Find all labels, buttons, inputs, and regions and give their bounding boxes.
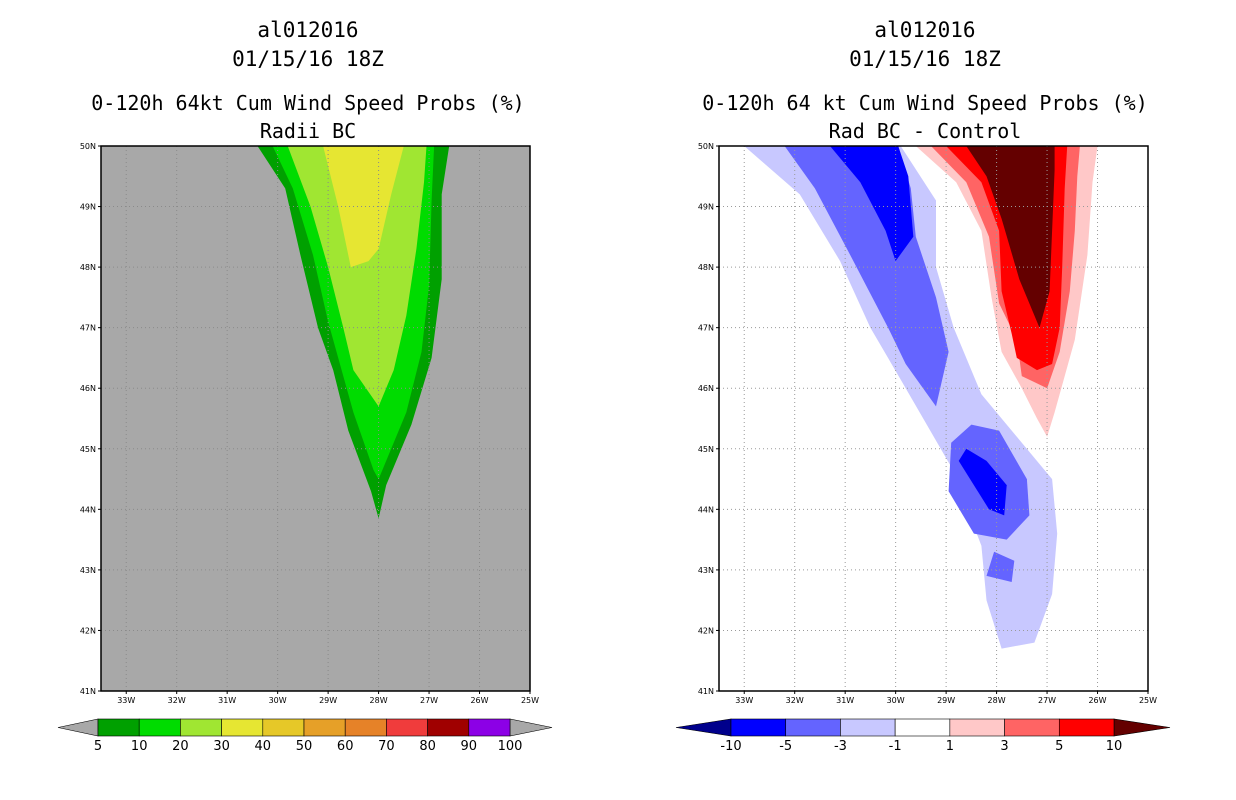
y-tick-label: 46N: [80, 384, 96, 393]
colorbar-swatch: [386, 718, 428, 737]
y-tick-label: 44N: [698, 505, 714, 514]
contour-level-neg5: [830, 146, 914, 262]
colorbar-swatch: [221, 718, 264, 737]
x-tick-label: 33W: [117, 696, 135, 705]
left-title-date: 01/15/16 18Z: [232, 47, 384, 71]
colorbar-label: -5: [779, 739, 792, 754]
x-tick-label: 33W: [735, 696, 753, 705]
colorbar-label: 5: [1055, 739, 1063, 754]
x-tick-label: 26W: [470, 696, 488, 705]
x-tick-label: 25W: [1139, 696, 1157, 705]
colorbar-label: 100: [498, 739, 523, 754]
colorbar-label: -10: [720, 739, 741, 754]
colorbar-swatch: [894, 718, 951, 737]
left-title-sub: Radii BC: [260, 119, 356, 143]
colorbar-label: 70: [378, 739, 395, 754]
x-tick-label: 29W: [937, 696, 955, 705]
x-tick-label: 30W: [887, 696, 905, 705]
contour-level-30: [323, 146, 404, 268]
colorbar-label: 60: [337, 739, 354, 754]
right-plot: 41N 42N 43N 44N 45N 46N 47N 48N 49N 50N 33W 32W 31W 3…: [698, 142, 1157, 705]
y-tick-label: 42N: [698, 626, 714, 635]
colorbar-label: 40: [255, 739, 272, 754]
colorbar-swatch: [344, 718, 387, 737]
contour-level-20: [287, 146, 427, 407]
y-tick-label: 41N: [80, 687, 96, 696]
colorbar-swatch: [1058, 718, 1115, 737]
colorbar-swatch: [730, 718, 787, 737]
left-plot: 41N 42N 43N 44N 45N 46N 47N 48N 49N 50N 33W 32W 31W 3…: [80, 142, 539, 705]
y-tick-label: 45N: [698, 445, 714, 454]
colorbar-label: 30: [213, 739, 230, 754]
left-title-storm: al012016: [257, 18, 358, 42]
x-tick-label: 26W: [1088, 696, 1106, 705]
colorbar-swatch: [262, 718, 305, 737]
x-tick-label: 31W: [218, 696, 236, 705]
y-tick-label: 48N: [698, 263, 714, 272]
y-tick-label: 50N: [698, 142, 714, 151]
colorbar-swatch: [785, 718, 841, 737]
x-tick-label: 32W: [168, 696, 186, 705]
x-tick-label: 29W: [319, 696, 337, 705]
x-tick-label: 30W: [269, 696, 287, 705]
colorbar-swatch: [180, 718, 222, 737]
y-tick-label: 50N: [80, 142, 96, 151]
y-tick-label: 48N: [80, 263, 96, 272]
colorbar-swatch: [138, 718, 181, 737]
colorbar-right-triangle: [1113, 718, 1171, 737]
colorbar-swatch: [303, 718, 346, 737]
left-colorbar: 5 10 20 30 40 50 60 70 80 90 100: [57, 718, 553, 754]
colorbar-label: 3: [1000, 739, 1008, 754]
y-tick-label: 45N: [80, 445, 96, 454]
right-title-date: 01/15/16 18Z: [849, 47, 1001, 71]
colorbar-label: 5: [94, 739, 102, 754]
colorbar-left-triangle: [57, 718, 99, 737]
y-tick-label: 47N: [80, 324, 96, 333]
colorbar-swatch: [1004, 718, 1060, 737]
y-tick-label: 41N: [698, 687, 714, 696]
colorbar-label: -3: [834, 739, 847, 754]
right-title-main: 0-120h 64 kt Cum Wind Speed Probs (%): [702, 91, 1148, 115]
y-tick-label: 47N: [698, 324, 714, 333]
x-tick-label: 32W: [786, 696, 804, 705]
x-tick-label: 28W: [988, 696, 1006, 705]
contour-level-10: [966, 146, 1055, 328]
colorbar-swatch: [97, 718, 140, 737]
colorbar-right-triangle: [509, 718, 553, 737]
y-tick-label: 49N: [80, 203, 96, 212]
right-title-storm: al012016: [874, 18, 975, 42]
contour-level-neg5: [958, 448, 1007, 516]
plot-frame: [718, 145, 1149, 692]
colorbar-label: -1: [889, 739, 902, 754]
y-tick-label: 49N: [698, 203, 714, 212]
colorbar-swatch: [427, 718, 470, 737]
plot-frame: [100, 145, 531, 692]
x-tick-label: 27W: [420, 696, 438, 705]
y-tick-label: 43N: [698, 566, 714, 575]
right-title-sub: Rad BC - Control: [829, 119, 1022, 143]
colorbar-swatch: [840, 718, 896, 737]
colorbar-swatch: [468, 718, 511, 737]
x-tick-label: 31W: [836, 696, 854, 705]
y-tick-label: 42N: [80, 626, 96, 635]
x-tick-label: 28W: [370, 696, 388, 705]
y-tick-label: 43N: [80, 566, 96, 575]
colorbar-label: 10: [131, 739, 148, 754]
colorbar-label: 20: [172, 739, 189, 754]
x-tick-label: 25W: [521, 696, 539, 705]
right-colorbar: -10 -5 -3 -1 1 3 5 10: [675, 718, 1171, 754]
colorbar-swatch: [949, 718, 1005, 737]
left-title-main: 0-120h 64kt Cum Wind Speed Probs (%): [91, 91, 524, 115]
colorbar-label: 10: [1106, 739, 1123, 754]
colorbar-label: 80: [419, 739, 436, 754]
colorbar-label: 90: [461, 739, 478, 754]
colorbar-left-triangle: [675, 718, 732, 737]
colorbar-label: 1: [946, 739, 954, 754]
colorbar-label: 50: [296, 739, 313, 754]
y-tick-label: 46N: [698, 384, 714, 393]
y-tick-label: 44N: [80, 505, 96, 514]
contour-level-neg3: [986, 551, 1015, 582]
x-tick-label: 27W: [1038, 696, 1056, 705]
